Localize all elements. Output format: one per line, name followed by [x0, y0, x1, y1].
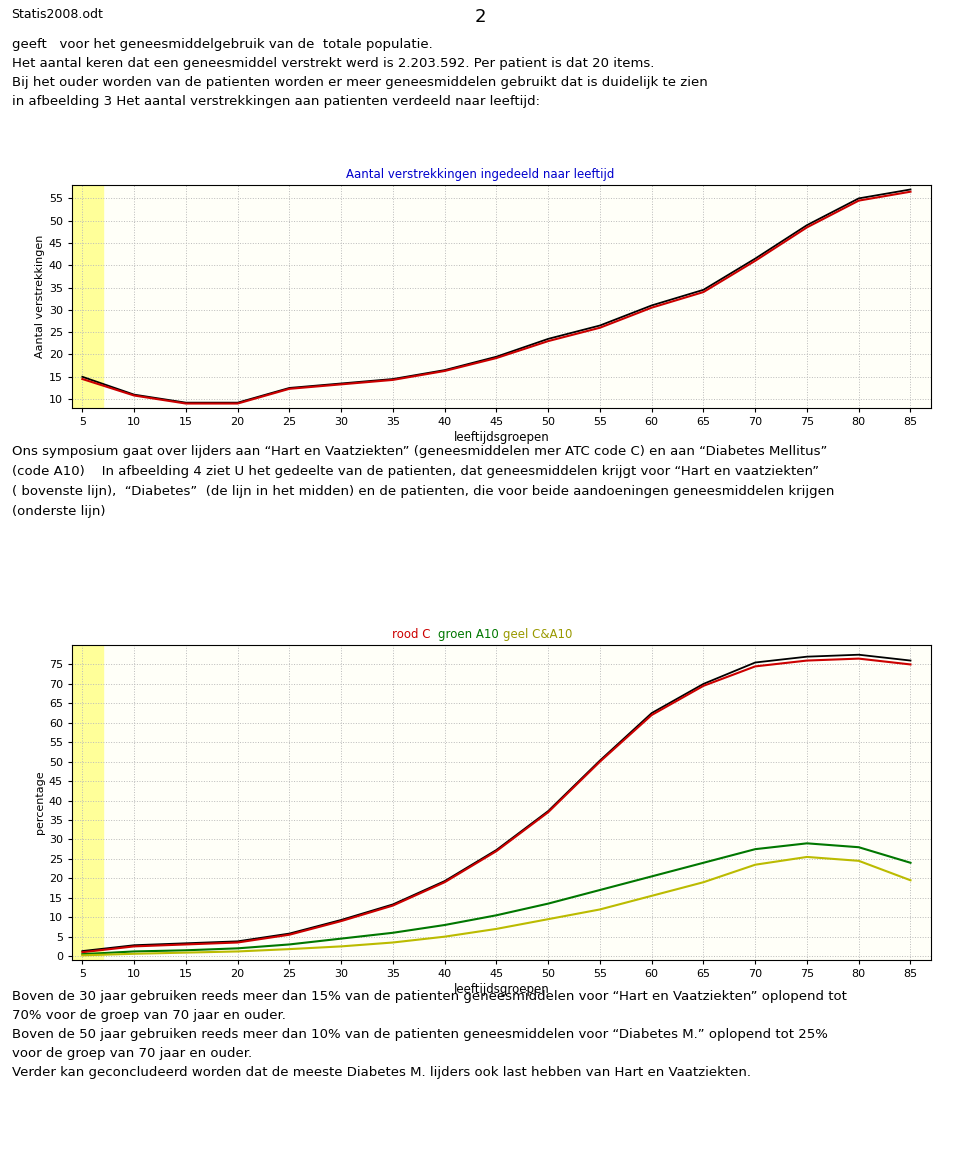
- X-axis label: leeftijdsgroepen: leeftijdsgroepen: [454, 984, 549, 996]
- X-axis label: leeftijdsgroepen: leeftijdsgroepen: [454, 431, 549, 444]
- Text: in afbeelding 3 Het aantal verstrekkingen aan patienten verdeeld naar leeftijd:: in afbeelding 3 Het aantal verstrekkinge…: [12, 95, 540, 108]
- Text: 70% voor de groep van 70 jaar en ouder.: 70% voor de groep van 70 jaar en ouder.: [12, 1009, 285, 1022]
- Text: Ons symposium gaat over lijders aan “Hart en Vaatziekten” (geneesmiddelen mer AT: Ons symposium gaat over lijders aan “Har…: [12, 445, 827, 458]
- Text: (onderste lijn): (onderste lijn): [12, 505, 105, 518]
- Text: geel C&A10: geel C&A10: [503, 628, 572, 641]
- Y-axis label: Aantal verstrekkingen: Aantal verstrekkingen: [35, 235, 45, 359]
- Text: Aantal verstrekkingen ingedeeld naar leeftijd: Aantal verstrekkingen ingedeeld naar lee…: [346, 168, 614, 181]
- Text: Boven de 30 jaar gebruiken reeds meer dan 15% van de patienten geneesmiddelen vo: Boven de 30 jaar gebruiken reeds meer da…: [12, 990, 847, 1003]
- Text: Bij het ouder worden van de patienten worden er meer geneesmiddelen gebruikt dat: Bij het ouder worden van de patienten wo…: [12, 76, 708, 89]
- Text: Het aantal keren dat een geneesmiddel verstrekt werd is 2.203.592. Per patient i: Het aantal keren dat een geneesmiddel ve…: [12, 56, 654, 70]
- Text: Statis2008.odt: Statis2008.odt: [12, 8, 104, 21]
- Bar: [72, 645, 103, 960]
- Text: Boven de 50 jaar gebruiken reeds meer dan 10% van de patienten geneesmiddelen vo: Boven de 50 jaar gebruiken reeds meer da…: [12, 1028, 828, 1041]
- Text: voor de groep van 70 jaar en ouder.: voor de groep van 70 jaar en ouder.: [12, 1047, 252, 1060]
- Text: groen A10: groen A10: [438, 628, 502, 641]
- Text: geeft   voor het geneesmiddelgebruik van de  totale populatie.: geeft voor het geneesmiddelgebruik van d…: [12, 38, 432, 51]
- Text: 2: 2: [474, 8, 486, 27]
- Text: ( bovenste lijn),  “Diabetes”  (de lijn in het midden) en de patienten, die voor: ( bovenste lijn), “Diabetes” (de lijn in…: [12, 485, 834, 498]
- Text: (code A10)    In afbeelding 4 ziet U het gedeelte van de patienten, dat geneesmi: (code A10) In afbeelding 4 ziet U het ge…: [12, 465, 819, 478]
- Text: Verder kan geconcludeerd worden dat de meeste Diabetes M. lijders ook last hebbe: Verder kan geconcludeerd worden dat de m…: [12, 1067, 751, 1079]
- Y-axis label: percentage: percentage: [35, 770, 45, 835]
- Text: rood C: rood C: [392, 628, 434, 641]
- Bar: [72, 184, 103, 408]
